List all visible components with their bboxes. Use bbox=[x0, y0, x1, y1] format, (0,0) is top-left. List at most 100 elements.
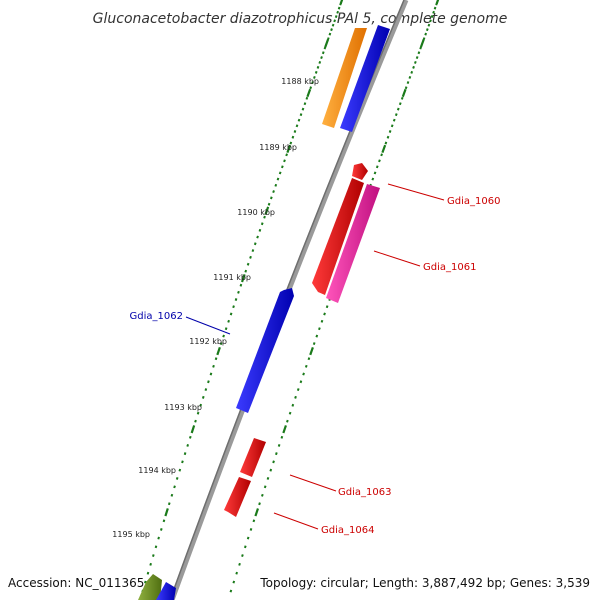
minor-tick bbox=[149, 562, 152, 566]
minor-tick bbox=[380, 153, 383, 157]
minor-tick bbox=[237, 290, 240, 294]
gene-label-gdia-1062[interactable]: Gdia_1062 bbox=[130, 311, 183, 322]
minor-tick bbox=[394, 113, 398, 117]
minor-tick bbox=[417, 51, 421, 55]
minor-tick bbox=[246, 536, 250, 540]
minor-tick bbox=[252, 519, 256, 523]
major-tick bbox=[435, 0, 440, 5]
gene-gdia-1060[interactable] bbox=[352, 163, 368, 180]
minor-tick bbox=[232, 580, 236, 584]
minor-tick bbox=[152, 554, 155, 557]
minor-tick bbox=[256, 235, 259, 239]
gene-gdia-1063[interactable] bbox=[240, 438, 266, 477]
minor-tick bbox=[281, 165, 284, 169]
major-tick bbox=[240, 274, 246, 283]
gdia-1064-leader bbox=[273, 512, 319, 530]
minor-tick bbox=[246, 262, 250, 266]
gdia-1062-leader bbox=[185, 316, 231, 335]
minor-tick bbox=[378, 159, 381, 163]
gdia-1060-leader bbox=[387, 183, 445, 201]
minor-tick bbox=[422, 37, 426, 41]
minor-tick bbox=[209, 372, 213, 376]
minor-tick bbox=[314, 70, 318, 74]
minor-tick bbox=[333, 19, 336, 23]
minor-tick bbox=[291, 135, 295, 139]
gene-blue-top[interactable] bbox=[340, 25, 390, 132]
minor-tick bbox=[396, 107, 400, 111]
minor-tick bbox=[295, 124, 299, 128]
minor-tick bbox=[244, 269, 248, 273]
minor-tick bbox=[373, 171, 377, 175]
gene-olive[interactable] bbox=[138, 574, 162, 600]
gene-label-gdia-1064[interactable]: Gdia_1064 bbox=[321, 525, 374, 536]
major-tick bbox=[306, 88, 312, 98]
major-tick bbox=[324, 39, 330, 48]
minor-tick bbox=[323, 312, 326, 316]
minor-tick bbox=[227, 319, 230, 323]
minor-tick bbox=[435, 2, 438, 6]
major-tick bbox=[309, 346, 314, 356]
minor-tick bbox=[238, 562, 241, 566]
minor-tick bbox=[269, 196, 273, 200]
minor-tick bbox=[404, 86, 408, 90]
minor-tick bbox=[201, 395, 205, 399]
gene-gdia-1064[interactable] bbox=[224, 477, 251, 517]
gene-gdia-1061[interactable] bbox=[326, 184, 380, 303]
minor-tick bbox=[303, 102, 307, 106]
minor-tick bbox=[170, 493, 174, 497]
minor-tick bbox=[316, 65, 320, 69]
minor-tick bbox=[272, 460, 275, 464]
gene-label-gdia-1060[interactable]: Gdia_1060 bbox=[447, 196, 500, 207]
minor-tick bbox=[429, 19, 432, 23]
minor-tick bbox=[432, 10, 435, 14]
minor-tick bbox=[302, 372, 305, 376]
minor-tick bbox=[186, 443, 190, 447]
minor-tick bbox=[173, 485, 176, 489]
minor-tick bbox=[272, 190, 275, 194]
minor-tick bbox=[305, 96, 309, 100]
minor-tick bbox=[297, 118, 301, 122]
minor-tick bbox=[243, 545, 247, 549]
major-tick bbox=[216, 346, 221, 356]
minor-tick bbox=[398, 102, 402, 106]
minor-tick bbox=[331, 23, 335, 27]
tick-label: 1189 kbp bbox=[259, 143, 297, 152]
minor-tick bbox=[299, 113, 303, 117]
minor-tick bbox=[167, 502, 171, 506]
major-tick bbox=[190, 425, 196, 434]
minor-tick bbox=[229, 312, 233, 316]
gene-label-gdia-1061[interactable]: Gdia_1061 bbox=[423, 262, 476, 273]
minor-tick bbox=[277, 443, 281, 447]
tick-label: 1188 kbp bbox=[281, 77, 319, 86]
minor-tick bbox=[219, 342, 223, 346]
gene-label-gdia-1063[interactable]: Gdia_1063 bbox=[338, 487, 391, 498]
minor-tick bbox=[241, 554, 244, 558]
minor-tick bbox=[427, 23, 431, 27]
minor-tick bbox=[388, 130, 392, 133]
minor-tick bbox=[253, 242, 257, 246]
gene-gdia-1062[interactable] bbox=[236, 288, 294, 413]
minor-tick bbox=[315, 334, 319, 338]
minor-tick bbox=[337, 6, 341, 10]
minor-tick bbox=[425, 28, 429, 32]
gene-red-long[interactable] bbox=[312, 178, 364, 295]
minor-tick bbox=[415, 56, 419, 60]
gene-orange[interactable] bbox=[322, 28, 367, 128]
minor-tick bbox=[412, 65, 415, 69]
minor-tick bbox=[293, 130, 297, 133]
major-tick bbox=[282, 425, 287, 434]
major-tick bbox=[254, 508, 260, 517]
accession-text: Accession: NC_011365 bbox=[8, 576, 144, 590]
outer-tick-track bbox=[141, 0, 344, 593]
minor-tick bbox=[286, 419, 289, 423]
minor-tick bbox=[406, 81, 410, 85]
minor-tick bbox=[301, 107, 305, 111]
gdia-1061-leader bbox=[373, 250, 421, 267]
minor-tick bbox=[263, 215, 266, 219]
minor-tick bbox=[336, 10, 340, 14]
gene-blue-bottom[interactable] bbox=[156, 582, 176, 600]
minor-tick bbox=[328, 32, 332, 36]
minor-tick bbox=[235, 571, 238, 575]
minor-tick bbox=[224, 327, 228, 331]
